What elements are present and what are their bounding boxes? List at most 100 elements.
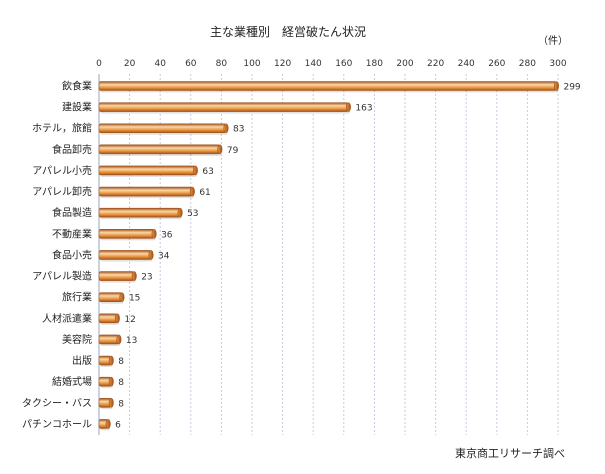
data-label: 34 (158, 251, 170, 261)
x-tick-label: 280 (519, 59, 536, 69)
bar (98, 313, 120, 325)
bar (98, 419, 111, 431)
unit-label: （件） (538, 35, 568, 47)
category-label: 結婚式場 (52, 375, 92, 388)
bar-end-cap (189, 186, 195, 197)
x-tick-label: 40 (154, 59, 166, 69)
x-tick-label: 100 (243, 59, 260, 69)
chart-title: 主な業種別 経営破たん状況 (210, 24, 366, 39)
bar-body (98, 102, 349, 112)
data-label: 61 (199, 188, 210, 198)
bar (98, 81, 559, 93)
bar (98, 144, 223, 156)
x-tick-label: 60 (185, 59, 197, 69)
bar (98, 397, 114, 410)
bar-body (98, 292, 123, 303)
bar-body (98, 250, 152, 260)
data-label: 8 (118, 399, 124, 409)
bar-end-cap (345, 102, 351, 112)
category-label: アパレル製造 (32, 270, 92, 283)
bar (98, 355, 114, 368)
bar (98, 334, 122, 346)
bars (98, 81, 559, 431)
bar-body (98, 207, 181, 218)
x-tick-label: 260 (488, 59, 505, 69)
category-label: 飲食業 (62, 80, 92, 93)
bar-end-cap (217, 144, 223, 155)
category-label: タクシー・バス (22, 397, 92, 409)
data-label: 8 (118, 378, 124, 388)
data-label: 13 (126, 336, 137, 346)
x-tick-label: 180 (366, 59, 383, 69)
bar-end-cap (192, 165, 198, 176)
x-tick-label: 20 (124, 59, 136, 69)
category-label: ホテル，旅館 (32, 122, 92, 135)
bar (98, 292, 125, 304)
category-label: 美容院 (62, 333, 92, 346)
x-tick-label: 140 (305, 59, 322, 69)
data-label: 36 (161, 230, 173, 240)
x-tick-label: 120 (274, 59, 291, 69)
bar (98, 207, 183, 220)
data-label: 79 (227, 146, 239, 156)
category-label: 建設業 (62, 101, 92, 114)
x-tick-label: 160 (335, 59, 352, 69)
bar-body (98, 334, 120, 345)
category-labels: 飲食業建設業ホテル，旅館食品卸売アパレル小売アパレル卸売食品製造不動産業食品小売… (22, 80, 92, 431)
bar (98, 250, 154, 262)
bar-body (98, 81, 557, 91)
data-label: 6 (115, 420, 121, 430)
bar-end-cap (108, 376, 114, 387)
data-label: 23 (141, 273, 152, 283)
data-label: 163 (355, 104, 372, 114)
x-tick-label: 220 (427, 59, 444, 69)
data-label: 63 (202, 167, 213, 177)
x-tick-label: 80 (216, 59, 228, 69)
category-label: アパレル卸売 (32, 185, 92, 198)
bar (98, 229, 157, 241)
bar-end-cap (119, 292, 125, 303)
data-label: 15 (129, 294, 140, 304)
category-label: 出版 (72, 354, 92, 367)
category-label: 不動産業 (52, 227, 92, 240)
bar (98, 102, 351, 114)
category-label: 人材派遣業 (42, 312, 92, 325)
bar-end-cap (151, 229, 157, 239)
x-tick-label: 240 (458, 59, 475, 69)
data-label: 83 (233, 125, 244, 135)
bar (98, 186, 195, 199)
value-labels: 299 163 83 79 63 61 53 36 34 23 15 12 13 8 8 8 6 (115, 83, 581, 431)
bar-body (98, 144, 221, 155)
x-tick-label: 300 (549, 59, 566, 69)
category-label: アパレル小売 (32, 164, 92, 177)
bar-end-cap (108, 397, 114, 408)
bar-end-cap (553, 81, 559, 91)
bar-end-cap (177, 207, 183, 218)
bar-body (98, 186, 193, 197)
data-label: 8 (118, 357, 124, 367)
bar-end-cap (114, 313, 120, 324)
x-tick-label: 200 (396, 59, 413, 69)
category-label: 食品小売 (52, 248, 92, 261)
data-label: 12 (124, 315, 135, 325)
bar-body (98, 229, 155, 239)
bar-end-cap (131, 271, 137, 281)
category-label: 食品卸売 (52, 143, 92, 156)
bar-body (98, 313, 118, 324)
category-label: 食品製造 (52, 206, 92, 219)
bar (98, 165, 198, 177)
bar (98, 271, 137, 283)
bar-end-cap (223, 123, 229, 134)
x-axis-ticks: 0 20 40 60 80 100 120 140 160 180 200 220 240 260 280 3… (96, 59, 567, 69)
data-label: 53 (187, 209, 198, 219)
data-label: 299 (563, 83, 580, 93)
x-tick-label: 0 (96, 59, 102, 69)
bar (98, 123, 229, 135)
bar (98, 376, 114, 389)
bar-end-cap (105, 419, 111, 429)
bar-end-cap (116, 334, 122, 345)
bar-body (98, 165, 196, 176)
bar-end-cap (108, 355, 114, 366)
